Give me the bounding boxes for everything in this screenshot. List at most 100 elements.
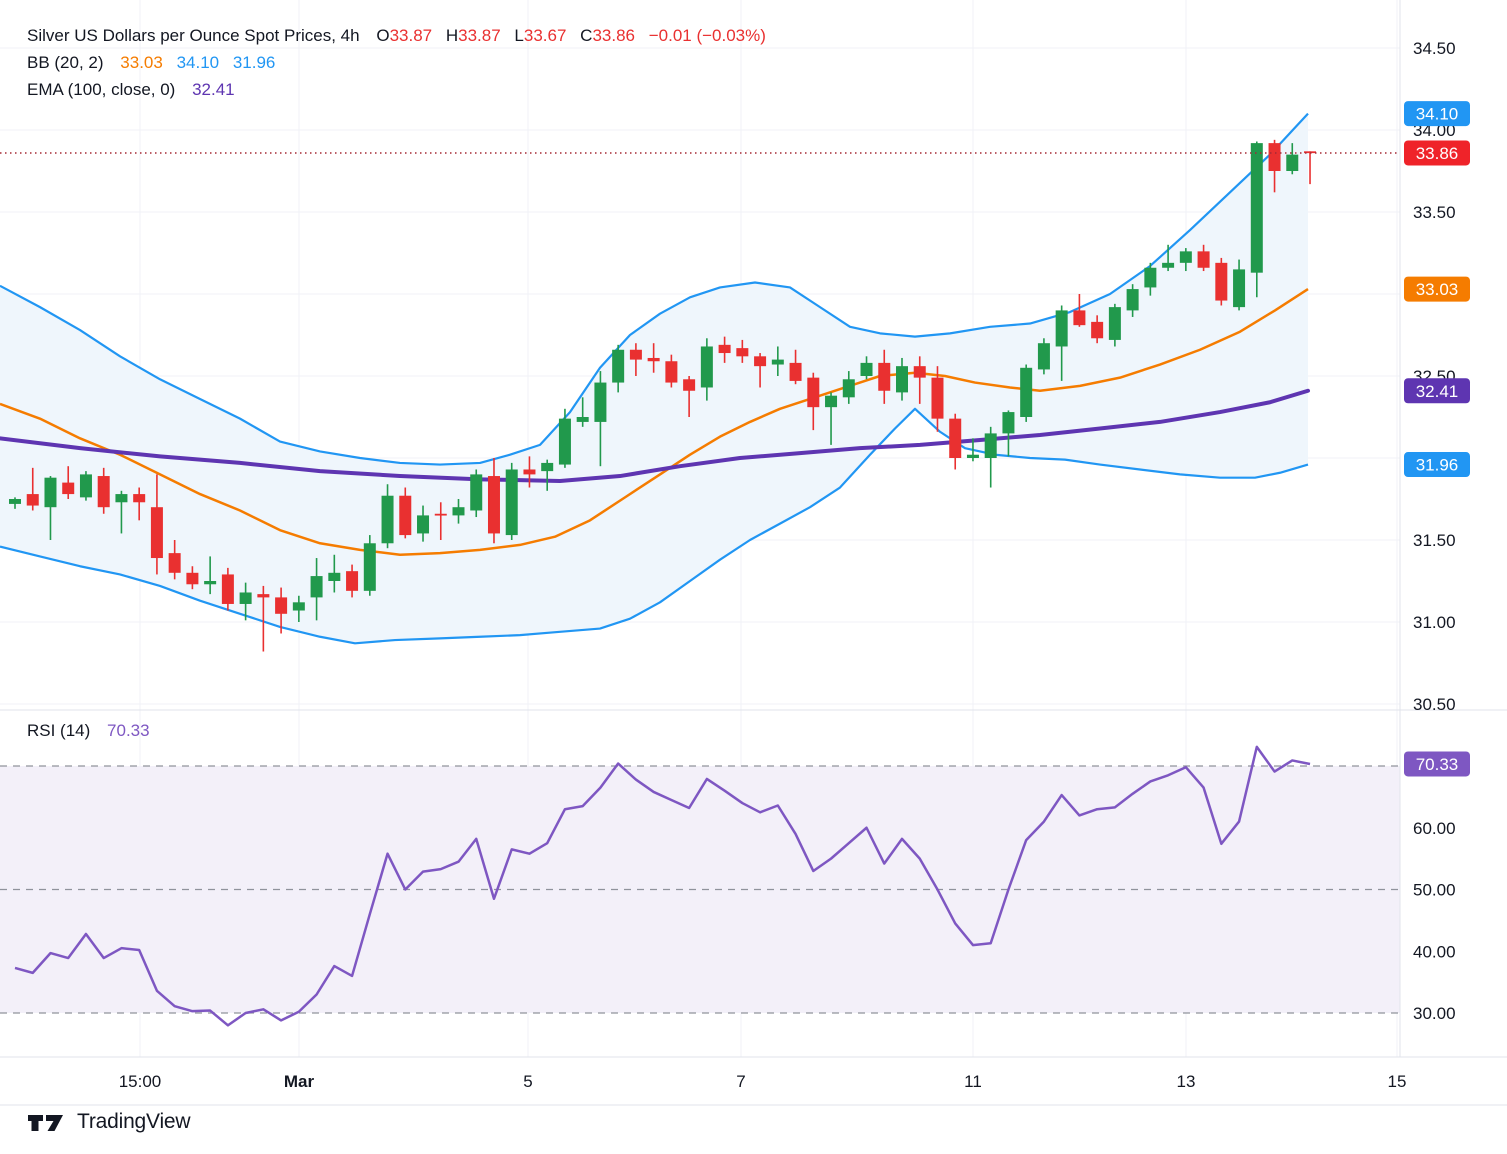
candle-body[interactable] (1055, 310, 1068, 347)
candle-body[interactable] (133, 494, 146, 503)
candle-body[interactable] (931, 377, 944, 419)
price-badge (1404, 452, 1470, 478)
candle-body[interactable] (204, 581, 217, 585)
symbol-title: Silver US Dollars per Ounce Spot Prices,… (27, 26, 360, 45)
high-value: 33.87 (458, 26, 501, 45)
candle-body[interactable] (913, 366, 926, 378)
rsi-value: 70.33 (107, 721, 150, 740)
ema-value: 32.41 (192, 80, 235, 99)
bb-lower-value: 31.96 (232, 53, 276, 72)
candle-body[interactable] (1091, 321, 1104, 339)
candle-body[interactable] (825, 395, 838, 408)
ema-line (0, 388, 1310, 483)
candle-body[interactable] (275, 597, 288, 614)
candle-body[interactable] (434, 513, 447, 516)
candle-body[interactable] (328, 572, 341, 581)
candle-body[interactable] (310, 576, 323, 598)
candle-body[interactable] (505, 469, 518, 536)
candle-body[interactable] (700, 346, 713, 388)
candle-body[interactable] (807, 377, 820, 408)
candle-body[interactable] (363, 543, 376, 591)
tradingview-attribution[interactable]: TradingView (27, 1110, 191, 1134)
candle-body[interactable] (576, 417, 589, 422)
rsi-indicator-name: RSI (14) (27, 721, 91, 740)
candle-body[interactable] (239, 592, 252, 604)
time-tick-label: 5 (523, 1072, 532, 1091)
candle-body[interactable] (26, 494, 39, 506)
candle-body[interactable] (1162, 262, 1175, 268)
candle-body[interactable] (115, 494, 128, 503)
high-key: H (445, 26, 459, 45)
candle-body[interactable] (1215, 262, 1228, 301)
candle-body[interactable] (647, 357, 660, 362)
price-badge-label: 33.86 (1416, 144, 1459, 163)
candle-body[interactable] (736, 348, 749, 357)
candle-body[interactable] (1179, 251, 1192, 263)
candle-body[interactable] (966, 454, 979, 458)
bb-legend-row[interactable]: BB (20, 2) 33.03 34.10 31.96 (27, 49, 766, 76)
time-tick-label: Mar (284, 1072, 315, 1091)
candle-body[interactable] (1020, 367, 1033, 417)
candle-body[interactable] (683, 379, 696, 391)
candle-body[interactable] (629, 349, 642, 360)
candle-body[interactable] (487, 476, 500, 534)
candle-body[interactable] (381, 495, 394, 544)
candle-body[interactable] (150, 507, 163, 559)
candle-body[interactable] (1037, 343, 1050, 370)
candle-body[interactable] (949, 418, 962, 458)
candle-body[interactable] (860, 362, 873, 376)
candle-body[interactable] (1002, 412, 1015, 434)
candle-body[interactable] (718, 344, 731, 354)
candle-body[interactable] (754, 356, 767, 367)
candle-body[interactable] (665, 361, 678, 383)
candle-body[interactable] (168, 553, 181, 573)
candle-body[interactable] (984, 433, 997, 458)
candle-body[interactable] (62, 482, 75, 495)
candle-body[interactable] (842, 379, 855, 398)
price-badge (1404, 140, 1470, 166)
candle-body[interactable] (470, 474, 483, 511)
change-value: −0.01 (−0.03%) (648, 26, 766, 45)
symbol-legend-row[interactable]: Silver US Dollars per Ounce Spot Prices,… (27, 22, 766, 49)
candle-body[interactable] (257, 594, 270, 598)
candle-body[interactable] (292, 602, 305, 611)
candle-body[interactable] (9, 499, 21, 504)
candle-body[interactable] (399, 495, 412, 536)
candle-body[interactable] (558, 418, 571, 465)
candle-body[interactable] (612, 349, 625, 383)
rsi-legend-row[interactable]: RSI (14) 70.33 (27, 721, 150, 741)
rsi-line (14, 745, 1311, 1027)
time-axis[interactable] (0, 1057, 1507, 1105)
price-badge (1404, 101, 1470, 127)
candle-body[interactable] (789, 362, 802, 381)
candle-body[interactable] (896, 366, 908, 393)
bb-lower-line (0, 407, 1309, 645)
candle-body[interactable] (417, 515, 430, 534)
candle-body[interactable] (1126, 289, 1139, 311)
candle-body[interactable] (97, 476, 110, 508)
candle-body[interactable] (221, 574, 234, 604)
candle-body[interactable] (594, 382, 607, 422)
candle-body[interactable] (1286, 154, 1299, 171)
candle-body[interactable] (1073, 310, 1086, 326)
time-tick-label: 7 (736, 1072, 745, 1091)
candle-body[interactable] (346, 571, 359, 591)
candle-body[interactable] (44, 477, 57, 508)
candle-body[interactable] (1233, 269, 1246, 308)
candle-body[interactable] (1250, 143, 1263, 273)
candle-body[interactable] (878, 362, 891, 391)
ema-legend-row[interactable]: EMA (100, close, 0) 32.41 (27, 76, 766, 103)
candle-body[interactable] (523, 469, 536, 475)
candle-body[interactable] (1108, 307, 1121, 340)
candle-body[interactable] (186, 572, 199, 585)
brand-name: TradingView (77, 1110, 191, 1133)
candle-body[interactable] (452, 507, 465, 516)
candle-body[interactable] (1197, 251, 1210, 268)
candle-body[interactable] (1144, 267, 1157, 288)
candle-body[interactable] (1268, 143, 1281, 171)
candle-body[interactable] (771, 359, 784, 365)
candle-body[interactable] (541, 462, 554, 472)
candle-body[interactable] (79, 474, 92, 498)
time-tick-label: 13 (1177, 1072, 1196, 1091)
